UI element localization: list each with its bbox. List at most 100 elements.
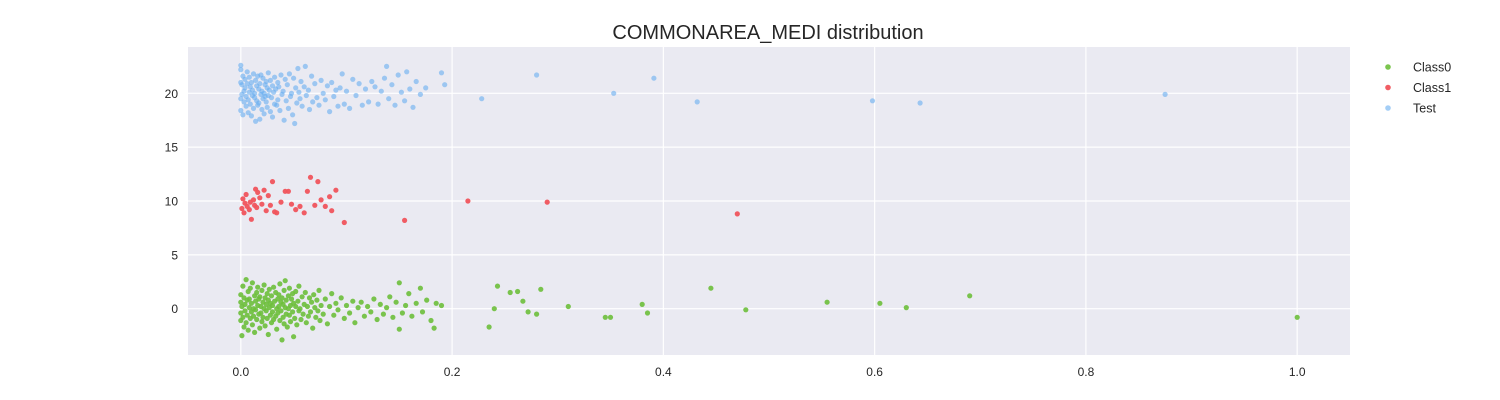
point-test — [260, 75, 266, 81]
point-class0 — [254, 316, 260, 323]
point-class0 — [283, 297, 289, 303]
point-test — [275, 97, 281, 103]
point-class0 — [257, 325, 263, 331]
point-class1 — [269, 179, 276, 185]
point-class1 — [315, 179, 321, 185]
point-class0 — [243, 320, 249, 326]
point-class0 — [238, 292, 244, 298]
point-class0 — [242, 308, 248, 314]
point-class1 — [327, 194, 333, 200]
point-test — [335, 103, 341, 109]
point-class0 — [266, 286, 272, 292]
point-class0 — [380, 311, 386, 317]
point-class1 — [304, 188, 310, 194]
point-class0 — [377, 301, 383, 307]
point-class0 — [350, 298, 356, 304]
point-class0 — [365, 303, 371, 310]
point-test — [269, 114, 276, 120]
point-class0 — [409, 313, 415, 319]
point-test — [293, 85, 299, 91]
point-class0 — [358, 299, 364, 305]
point-class0 — [305, 313, 311, 319]
point-test — [267, 77, 273, 83]
point-class0 — [315, 308, 321, 314]
y-tick-label: 0 — [171, 302, 178, 316]
legend-label-class1: Class1 — [1413, 81, 1451, 95]
point-class0 — [313, 314, 319, 320]
legend-marker-class1 — [1385, 84, 1391, 91]
point-test — [350, 76, 356, 82]
point-test — [398, 89, 404, 95]
point-test — [264, 104, 270, 110]
y-tick-label: 5 — [171, 248, 178, 262]
point-test — [238, 107, 244, 114]
y-tick-label: 20 — [165, 87, 179, 101]
point-class0 — [310, 325, 316, 331]
point-test — [337, 85, 343, 91]
point-test — [331, 93, 337, 100]
point-class1 — [341, 219, 347, 226]
point-test — [333, 87, 339, 93]
point-class1 — [267, 202, 273, 208]
point-class0 — [520, 298, 526, 304]
point-test — [327, 109, 333, 115]
point-test — [305, 87, 311, 93]
point-class0 — [265, 331, 271, 338]
point-class0 — [413, 300, 419, 306]
point-class0 — [240, 314, 246, 320]
point-test — [651, 75, 657, 81]
point-test — [318, 77, 324, 83]
point-class0 — [257, 294, 263, 300]
point-test — [324, 83, 330, 89]
point-class0 — [486, 324, 492, 330]
point-class0 — [352, 320, 358, 326]
point-test — [257, 116, 263, 122]
point-test — [362, 86, 369, 92]
point-class0 — [309, 299, 315, 305]
point-class0 — [293, 303, 299, 310]
point-class0 — [565, 303, 571, 310]
point-class1 — [333, 187, 339, 193]
point-class0 — [249, 322, 255, 328]
point-test — [404, 69, 410, 75]
point-class0 — [384, 305, 390, 311]
point-test — [277, 107, 283, 114]
point-test — [353, 92, 359, 99]
point-class0 — [491, 306, 497, 312]
legend: Class0 Class1 Test — [1385, 61, 1451, 116]
point-class1 — [259, 201, 265, 207]
point-class0 — [602, 314, 608, 320]
point-class1 — [278, 199, 284, 205]
point-test — [242, 85, 248, 91]
point-test — [269, 83, 276, 89]
point-test — [266, 87, 272, 93]
legend-marker-test — [1385, 105, 1391, 111]
point-test — [259, 106, 265, 113]
point-class0 — [306, 295, 313, 301]
point-test — [359, 102, 365, 108]
point-test — [246, 74, 252, 80]
point-class0 — [269, 302, 276, 309]
point-class0 — [307, 309, 314, 315]
point-test — [238, 62, 244, 68]
point-test — [423, 85, 429, 91]
point-class0 — [320, 311, 326, 317]
point-class0 — [1294, 314, 1300, 320]
point-test — [389, 82, 395, 88]
y-tick-label: 10 — [165, 195, 179, 209]
point-test — [869, 98, 876, 104]
point-test — [288, 90, 295, 96]
point-class0 — [296, 283, 302, 289]
point-class1 — [285, 188, 291, 194]
point-class0 — [361, 313, 367, 319]
point-test — [392, 102, 398, 108]
point-class1 — [312, 202, 318, 208]
point-test — [442, 82, 448, 88]
point-class0 — [343, 302, 350, 309]
point-class1 — [402, 217, 408, 223]
point-class0 — [607, 314, 614, 320]
point-class0 — [290, 309, 296, 315]
point-test — [268, 95, 275, 101]
point-test — [375, 101, 381, 107]
point-class0 — [276, 292, 282, 298]
